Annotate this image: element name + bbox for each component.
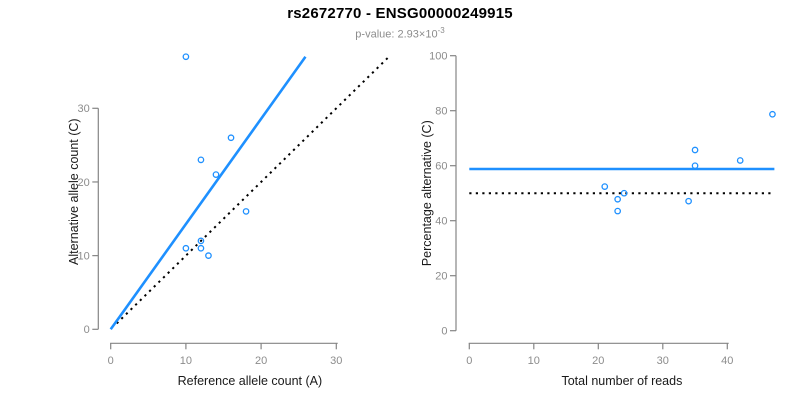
y-tick-label: 0 [441,326,447,338]
y-tick-label: 30 [78,103,90,115]
y-axis-title: Percentage alternative (C) [420,120,434,266]
data-point [182,244,190,252]
data-point [212,171,220,178]
data-point [182,53,190,61]
data-point [691,162,699,170]
y-tick-label: 20 [435,271,447,283]
right-plot: 0 20 40 60 80 100 0 10 20 30 40 Total number of rea… [420,51,776,388]
x-axis-title: Total number of reads [561,374,682,388]
data-point [242,208,250,215]
x-tick-label: 20 [592,355,604,367]
data-point [197,244,205,252]
fit-line [109,55,307,331]
x-tick-label: 10 [528,355,540,367]
data-point [601,183,609,190]
identity-line [116,56,389,325]
data-point [620,189,628,197]
y-tick-label: 100 [429,51,447,63]
y-tick-label: 10 [78,250,90,262]
p-value-exponent: -3 [437,26,445,35]
y-axis-title: Alternative allele count (C) [67,118,81,265]
y-tick-label: 40 [435,216,447,228]
x-tick-label: 0 [466,355,472,367]
x-tick-label: 30 [330,355,342,367]
data-point [197,156,205,164]
left-plot: 0 10 20 30 0 10 20 30 Reference allele count (A)… [67,53,389,388]
y-tick-label: 80 [435,106,447,118]
figure-subtitle: p-value: 2.93×10-3 [0,26,800,41]
data-point [614,207,622,215]
data-point [205,252,212,259]
data-point [614,195,622,203]
data-point [685,197,692,205]
y-tick-label: 20 [78,177,90,189]
data-point [227,134,235,142]
x-tick-label: 0 [108,355,114,367]
x-tick-label: 30 [657,355,669,367]
y-tick-label: 0 [84,324,90,336]
data-point [691,146,699,154]
data-point [769,110,776,118]
x-tick-label: 20 [255,355,267,367]
data-point [736,157,744,164]
data-point [197,237,205,245]
x-tick-label: 10 [180,355,192,367]
p-value-text: p-value: 2.93×10 [355,28,438,41]
x-axis-title: Reference allele count (A) [178,374,323,388]
x-tick-label: 40 [721,355,733,367]
y-tick-label: 60 [435,161,447,173]
figure-title: rs2672770 - ENSG00000249915 [287,5,513,22]
